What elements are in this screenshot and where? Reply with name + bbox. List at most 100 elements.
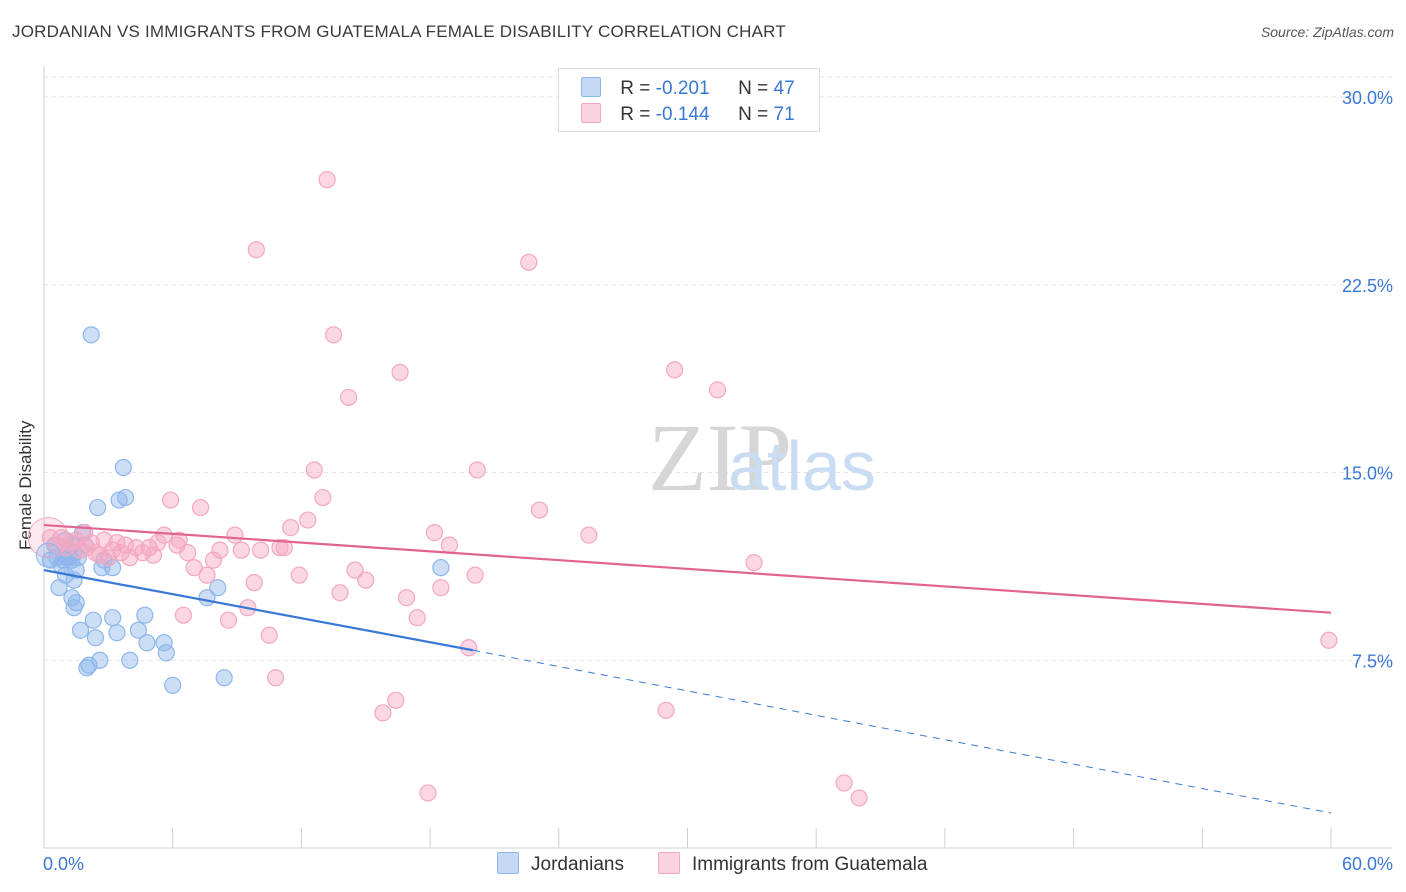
- y-tick-label: 7.5%: [1352, 651, 1393, 671]
- point-guatemala: [267, 669, 285, 687]
- point-jordanians: [89, 498, 107, 517]
- bottom-legend-label-guatemala: Immigrants from Guatemala: [692, 854, 928, 875]
- point-guatemala: [391, 363, 409, 381]
- y-tick-label: 30.0%: [1342, 88, 1393, 108]
- point-jordanians: [80, 656, 98, 674]
- point-jordanians: [67, 594, 85, 612]
- point-guatemala: [161, 491, 180, 509]
- point-guatemala: [419, 784, 437, 802]
- legend-r-label: R =: [620, 78, 651, 99]
- point-guatemala: [191, 498, 210, 517]
- axes: [43, 66, 1392, 849]
- point-jordanians: [104, 559, 122, 577]
- point-guatemala: [121, 549, 139, 567]
- point-jordanians: [116, 488, 135, 507]
- point-guatemala: [155, 526, 173, 544]
- legend-n-label: N =: [738, 104, 769, 125]
- chart-title: JORDANIAN VS IMMIGRANTS FROM GUATEMALA F…: [12, 22, 786, 41]
- point-jordanians: [138, 634, 156, 652]
- legend-r-value-guatemala: -0.144: [655, 104, 710, 125]
- point-guatemala: [170, 531, 188, 549]
- point-guatemala: [397, 589, 416, 607]
- gridlines: [44, 76, 1392, 661]
- point-guatemala: [219, 611, 238, 629]
- point-guatemala: [374, 704, 392, 722]
- point-guatemala: [232, 541, 250, 559]
- point-guatemala: [299, 511, 317, 529]
- point-jordanians: [114, 458, 132, 477]
- point-guatemala: [357, 571, 375, 589]
- point-cluster-jordanians: [35, 542, 61, 568]
- point-guatemala: [82, 534, 100, 552]
- trend-line-jordanians: [43, 569, 474, 652]
- point-guatemala: [466, 566, 484, 584]
- legend-swatch-jordanians: [581, 77, 601, 97]
- point-guatemala: [290, 566, 308, 584]
- point-guatemala: [530, 501, 549, 519]
- y-tick-label: 15.0%: [1342, 464, 1393, 484]
- point-guatemala: [185, 559, 203, 577]
- point-guatemala: [204, 551, 223, 569]
- y-tick-label: 22.5%: [1342, 276, 1393, 296]
- legend-row-guatemala: R = -0.144 N = 71: [581, 103, 795, 129]
- chart-source: Source: ZipAtlas.com: [1260, 24, 1394, 40]
- point-guatemala: [432, 579, 450, 597]
- bottom-legend-swatch-jordanians: [497, 852, 519, 874]
- point-guatemala: [211, 541, 229, 559]
- point-jordanians: [71, 621, 90, 639]
- point-jordanians: [108, 624, 126, 642]
- point-guatemala: [331, 584, 349, 602]
- point-guatemala: [387, 691, 405, 709]
- bottom-legend-jordanians: Jordanians: [497, 852, 624, 876]
- point-guatemala: [179, 544, 197, 562]
- point-guatemala: [520, 253, 538, 271]
- bottom-legend-swatch-guatemala: [658, 852, 680, 874]
- legend-n-value-jordanians: 47: [773, 78, 795, 99]
- point-guatemala: [666, 361, 684, 379]
- legend-row-jordanians: R = -0.201 N = 47: [581, 77, 795, 103]
- point-jordanians: [86, 629, 105, 647]
- point-jordanians: [129, 621, 147, 639]
- bottom-legend-label-jordanians: Jordanians: [531, 854, 624, 875]
- point-guatemala: [245, 574, 263, 592]
- point-guatemala: [318, 171, 336, 189]
- point-guatemala: [468, 461, 486, 479]
- point-guatemala: [252, 541, 270, 559]
- watermark-zip: ZIP: [648, 404, 792, 511]
- point-jordanians: [215, 669, 233, 687]
- x-tick-label: 0.0%: [43, 854, 84, 874]
- point-jordanians: [104, 609, 122, 627]
- trend-line-jordanians-extension: [472, 649, 1332, 814]
- point-jordanians: [164, 676, 182, 694]
- point-guatemala: [247, 241, 265, 259]
- trend-line-guatemala: [43, 523, 1332, 614]
- data-points: [27, 171, 1338, 807]
- point-guatemala: [346, 561, 364, 579]
- point-guatemala: [850, 789, 868, 807]
- x-tick-label: 60.0%: [1342, 854, 1393, 874]
- point-guatemala: [260, 626, 278, 644]
- point-guatemala: [440, 536, 459, 554]
- point-guatemala: [198, 566, 216, 584]
- legend-r-value-jordanians: -0.201: [655, 78, 710, 99]
- legend-swatch-guatemala: [581, 103, 601, 123]
- bottom-legend-guatemala: Immigrants from Guatemala: [658, 852, 927, 876]
- point-jordanians: [82, 326, 100, 344]
- watermark-atlas: atlas: [728, 427, 876, 505]
- point-guatemala: [226, 526, 244, 544]
- point-jordanians: [78, 659, 96, 677]
- point-guatemala: [835, 774, 853, 792]
- point-guatemala: [314, 488, 332, 507]
- point-guatemala: [324, 326, 343, 344]
- legend-n-label: N =: [738, 78, 769, 99]
- point-guatemala: [174, 606, 193, 624]
- point-jordanians: [157, 644, 175, 662]
- point-guatemala: [408, 609, 426, 627]
- point-guatemala: [271, 539, 289, 557]
- point-guatemala: [275, 539, 293, 557]
- point-guatemala: [282, 518, 300, 537]
- point-guatemala: [305, 461, 323, 479]
- tick-labels: 7.5% 15.0% 22.5% 30.0% 0.0% 60.0%: [43, 88, 1393, 874]
- legend-n-value-guatemala: 71: [773, 104, 795, 125]
